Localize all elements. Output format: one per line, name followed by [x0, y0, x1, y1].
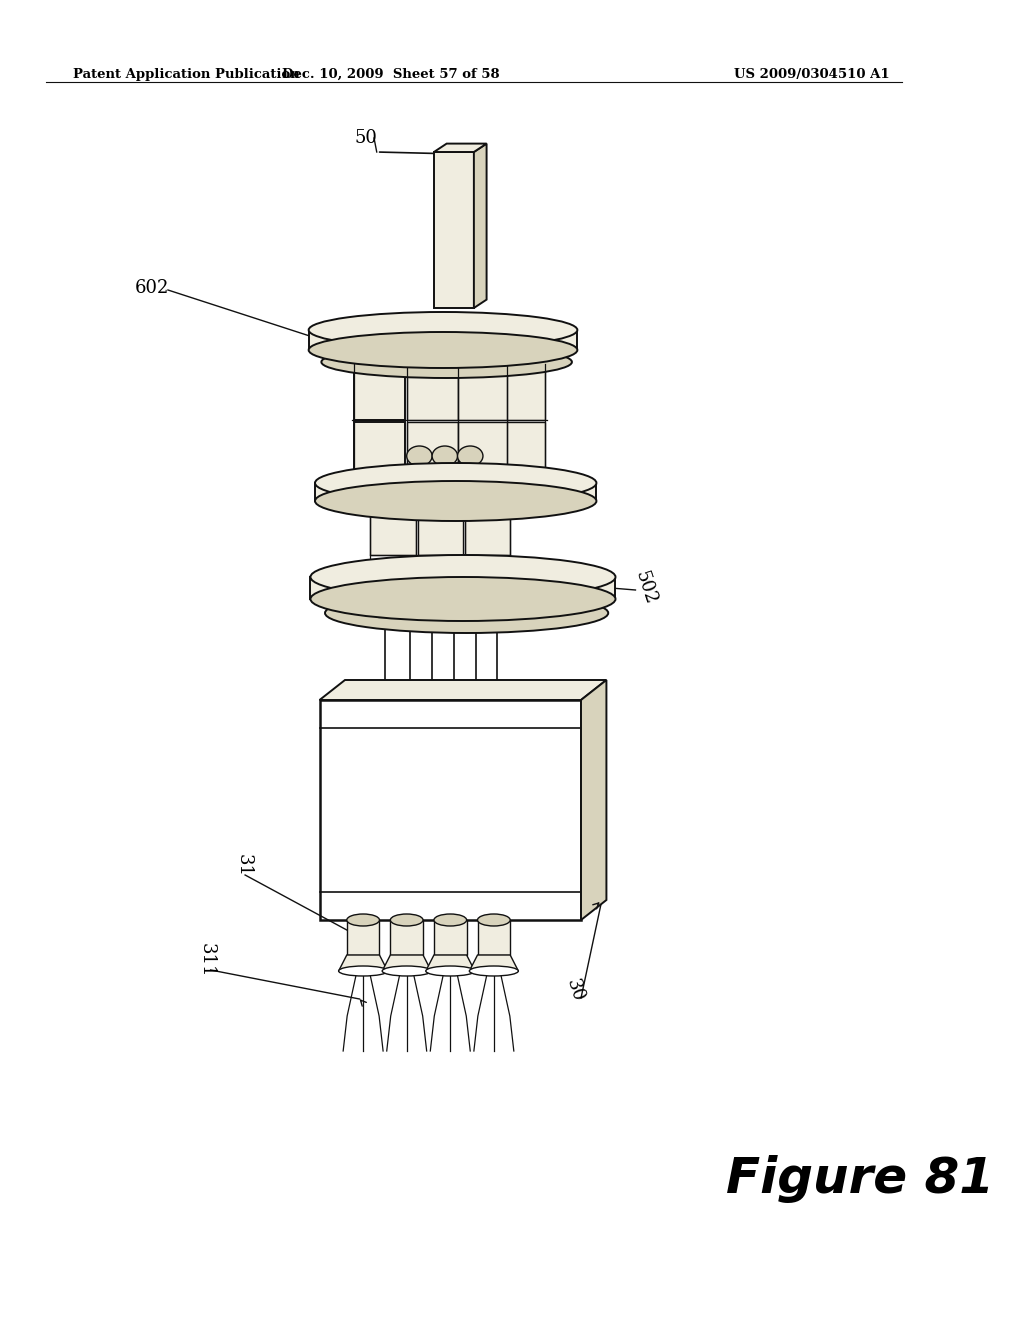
Polygon shape [354, 368, 404, 420]
Polygon shape [474, 144, 486, 308]
Polygon shape [319, 700, 581, 920]
Text: US 2009/0304510 A1: US 2009/0304510 A1 [734, 69, 890, 81]
Text: 311: 311 [198, 942, 216, 977]
Polygon shape [310, 577, 615, 599]
Ellipse shape [308, 333, 578, 368]
Text: 31: 31 [234, 854, 252, 878]
Ellipse shape [426, 966, 475, 975]
Polygon shape [354, 422, 404, 474]
Polygon shape [403, 599, 418, 616]
Polygon shape [371, 510, 416, 554]
Ellipse shape [308, 312, 578, 348]
Text: Dec. 10, 2009  Sheet 57 of 58: Dec. 10, 2009 Sheet 57 of 58 [282, 69, 499, 81]
Ellipse shape [310, 577, 615, 620]
Polygon shape [446, 599, 461, 616]
Polygon shape [407, 422, 458, 474]
Polygon shape [378, 599, 392, 616]
Polygon shape [490, 599, 505, 616]
Polygon shape [434, 152, 474, 308]
Polygon shape [469, 954, 518, 972]
Polygon shape [339, 954, 388, 972]
Polygon shape [581, 680, 606, 920]
Ellipse shape [407, 446, 432, 466]
Polygon shape [418, 510, 463, 554]
Text: 602: 602 [134, 279, 169, 297]
Polygon shape [390, 920, 423, 954]
Polygon shape [468, 599, 483, 616]
Text: 502: 502 [632, 569, 659, 607]
Ellipse shape [322, 346, 572, 378]
Ellipse shape [315, 480, 596, 521]
Polygon shape [319, 680, 606, 700]
Ellipse shape [390, 913, 423, 927]
Ellipse shape [432, 446, 458, 466]
Ellipse shape [477, 913, 510, 927]
Polygon shape [434, 920, 467, 954]
Ellipse shape [339, 966, 388, 975]
Polygon shape [458, 368, 508, 420]
Polygon shape [425, 599, 439, 616]
Polygon shape [458, 422, 508, 474]
Text: 50: 50 [354, 129, 377, 147]
Ellipse shape [315, 463, 596, 503]
Text: Patent Application Publication: Patent Application Publication [73, 69, 299, 81]
Ellipse shape [458, 446, 483, 466]
Polygon shape [434, 144, 486, 152]
Polygon shape [507, 422, 545, 474]
Ellipse shape [347, 913, 380, 927]
Ellipse shape [310, 554, 615, 599]
Polygon shape [315, 483, 596, 502]
Polygon shape [347, 920, 380, 954]
Text: Figure 81: Figure 81 [726, 1155, 994, 1203]
Polygon shape [426, 954, 475, 972]
Ellipse shape [469, 966, 518, 975]
Ellipse shape [434, 913, 467, 927]
Polygon shape [477, 920, 510, 954]
Polygon shape [465, 510, 510, 554]
Ellipse shape [382, 966, 431, 975]
Polygon shape [507, 368, 545, 420]
Polygon shape [308, 330, 578, 350]
Ellipse shape [325, 593, 608, 634]
Polygon shape [407, 368, 458, 420]
Text: 30: 30 [563, 977, 587, 1003]
Polygon shape [382, 954, 431, 972]
